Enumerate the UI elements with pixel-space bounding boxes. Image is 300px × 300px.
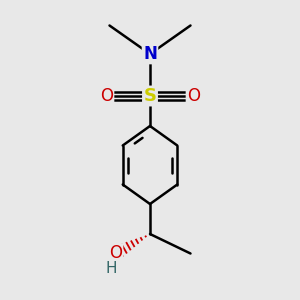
Text: O: O [109,244,122,262]
Text: O: O [100,87,113,105]
Text: N: N [143,45,157,63]
Text: O: O [187,87,200,105]
Text: H: H [105,261,117,276]
Text: S: S [143,87,157,105]
